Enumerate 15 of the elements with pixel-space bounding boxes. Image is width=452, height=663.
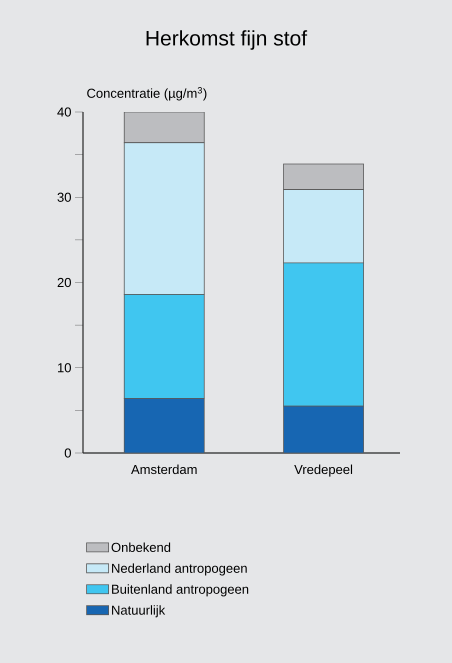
- y-tick-label: 40: [57, 107, 71, 117]
- y-tick-label: 30: [58, 192, 71, 202]
- legend-label: Buitenland antropogeen: [112, 584, 248, 596]
- chart-title: Herkomst fijn stof: [146, 30, 308, 50]
- x-tick-label: Amsterdam: [131, 464, 197, 474]
- x-tick-label: Vredepeel: [294, 464, 352, 477]
- y-axis-title: Concentratie (µg/m$^{3}$): [87, 87, 206, 100]
- bar: [124, 112, 205, 144]
- legend-label: Natuurlijk: [112, 605, 166, 618]
- y-tick-label: 0: [64, 448, 71, 458]
- y-tick-label: 20: [58, 278, 71, 288]
- legend-label: Onbekend: [112, 542, 170, 552]
- y-tick-label: 10: [58, 363, 71, 372]
- legend-label: Nederland antropogeen: [112, 563, 247, 576]
- bar: [283, 164, 364, 190]
